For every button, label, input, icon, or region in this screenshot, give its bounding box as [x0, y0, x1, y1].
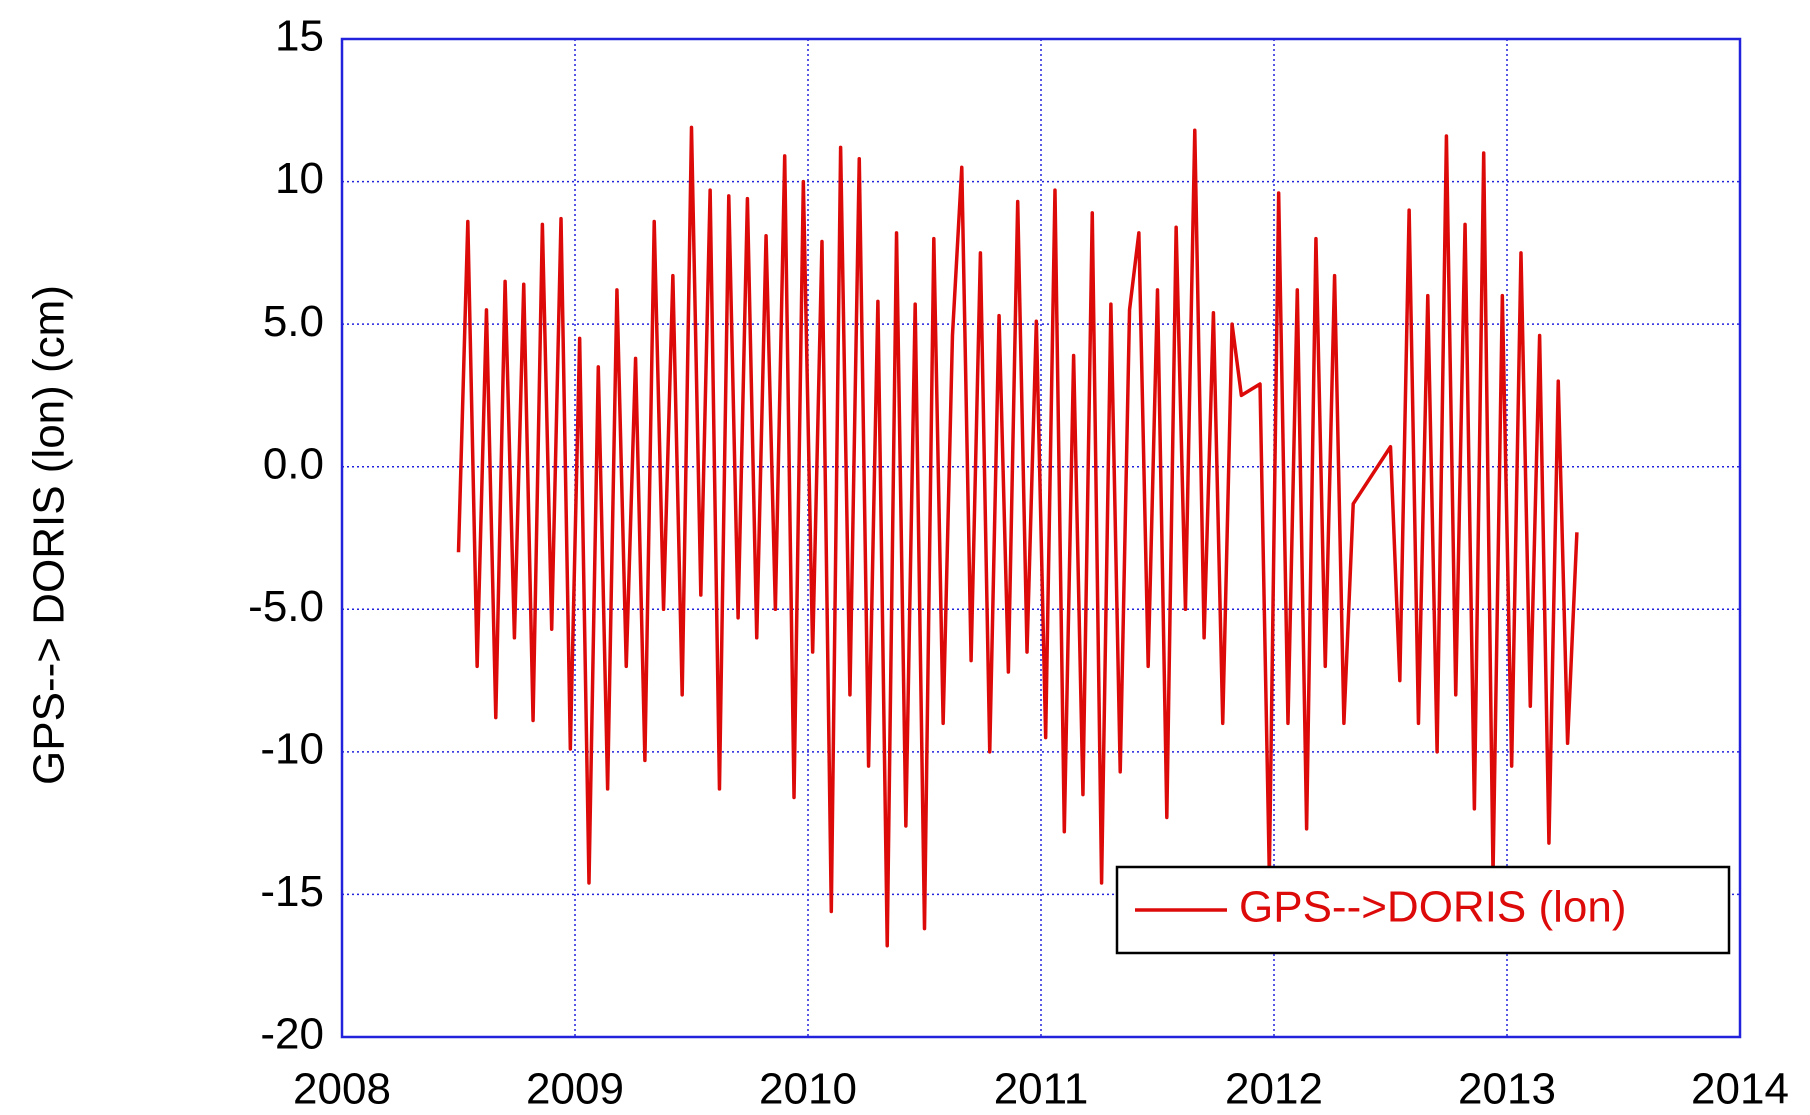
y-tick-label: -20	[260, 1010, 324, 1059]
plot-frame	[340, 37, 1742, 1039]
y-tick-label: 10	[275, 154, 324, 203]
x-tick-label: 2013	[1458, 1065, 1556, 1114]
x-tick-label: 2008	[293, 1065, 391, 1114]
legend-label: GPS-->DORIS (lon)	[1239, 883, 1627, 932]
x-tick-label: 2012	[1225, 1065, 1323, 1114]
x-tick-label: 2010	[759, 1065, 857, 1114]
y-tick-label: -15	[260, 867, 324, 916]
y-tick-label: 5.0	[263, 297, 324, 346]
y-tick-label: 0.0	[263, 439, 324, 488]
y-tick-label: -10	[260, 724, 324, 773]
x-tick-label: 2014	[1691, 1065, 1789, 1114]
x-tick-label: 2011	[994, 1065, 1089, 1114]
x-tick-label: 2009	[526, 1065, 624, 1114]
data-line	[456, 125, 1579, 948]
y-tick-label: 15	[275, 12, 324, 61]
y-axis-label: GPS--> DORIS (lon) (cm)	[25, 285, 74, 785]
y-tick-label: -5.0	[248, 582, 324, 631]
